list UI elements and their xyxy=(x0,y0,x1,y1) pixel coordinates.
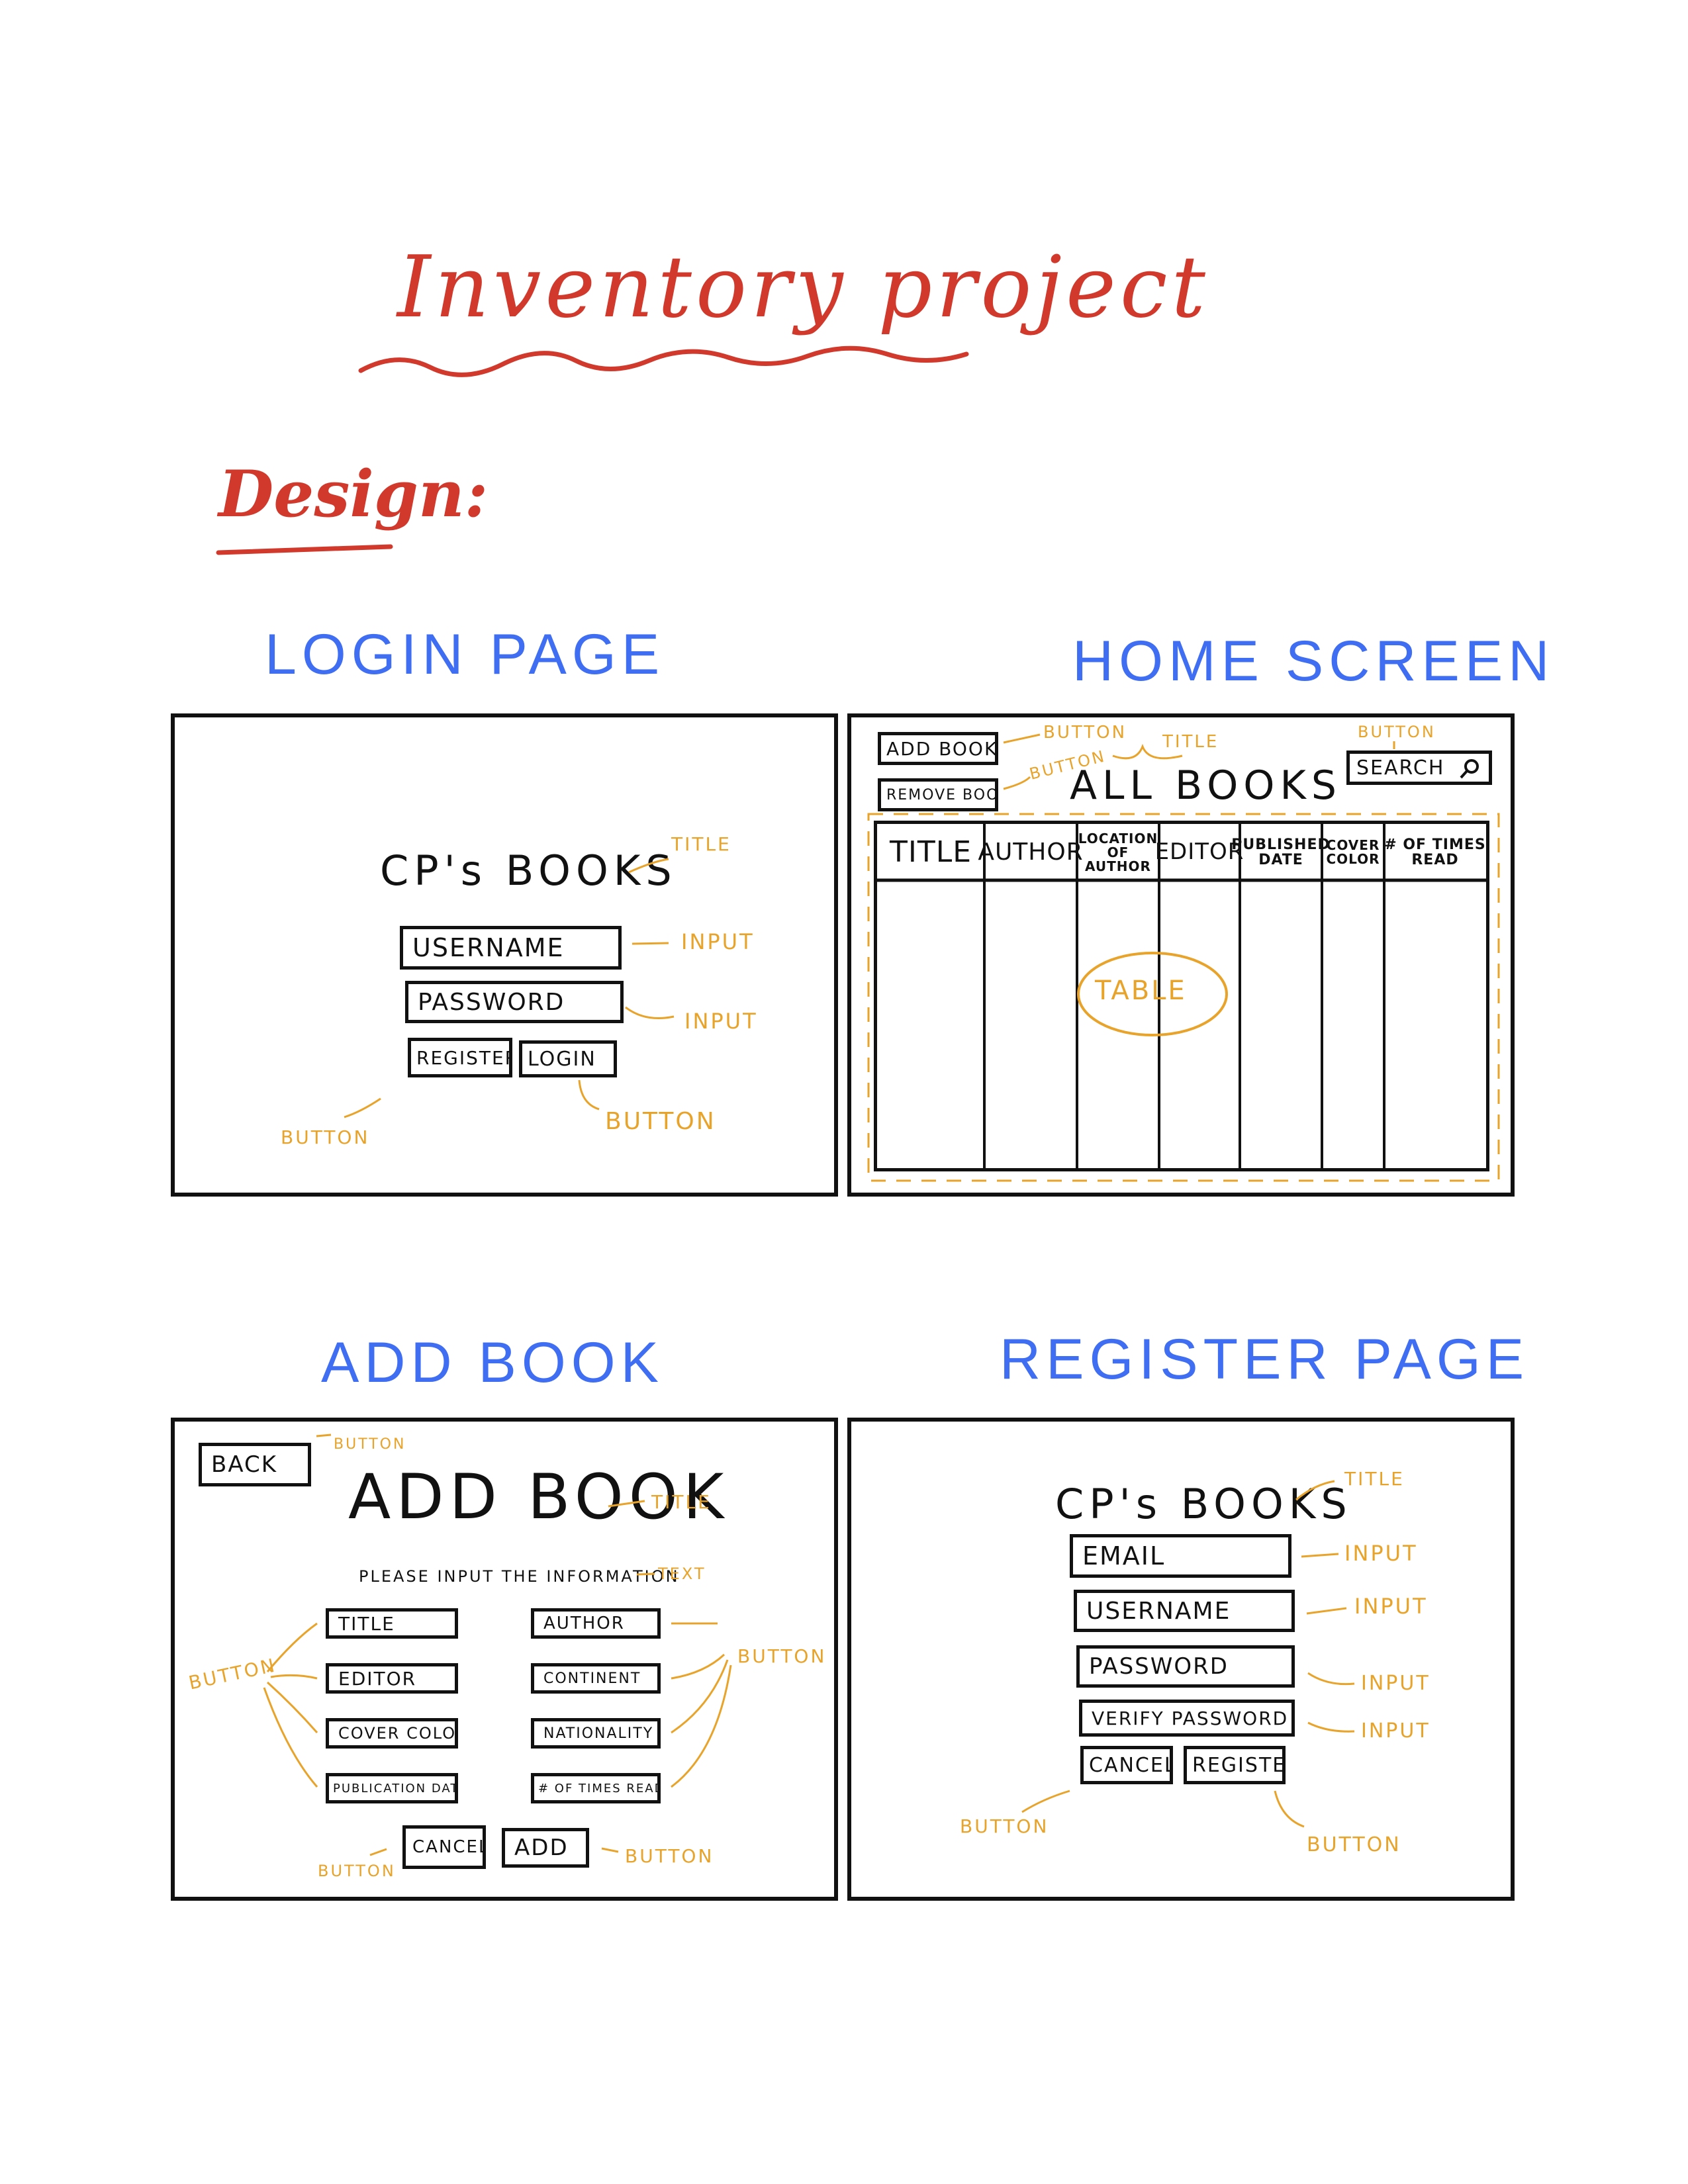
addbook-add-button[interactable]: ADD xyxy=(502,1828,589,1868)
register-annotation-title: TITLE xyxy=(1344,1468,1405,1490)
home-title: ALL BOOKS xyxy=(1070,762,1342,809)
field-continent[interactable]: CONTINENT xyxy=(531,1663,661,1694)
addbook-panel: BACK BUTTON ADD BOOK TITLE PLEASE INPUT … xyxy=(171,1418,838,1901)
field-editor[interactable]: EDITOR xyxy=(326,1663,458,1694)
register-annotation-input-2: INPUT xyxy=(1354,1594,1428,1619)
table-header-times-read: # OF TIMES READ xyxy=(1384,836,1486,868)
design-label: Design: xyxy=(218,457,489,531)
register-annotation-button-1: BUTTON xyxy=(960,1815,1049,1837)
register-username-input[interactable]: USERNAME xyxy=(1074,1590,1295,1632)
login-register-button[interactable]: REGISTER xyxy=(408,1038,512,1077)
email-input[interactable]: EMAIL xyxy=(1070,1534,1291,1578)
login-button[interactable]: LOGIN xyxy=(519,1040,617,1077)
login-annotation-input-2: INPUT xyxy=(684,1009,758,1034)
register-panel: CP's BOOKS TITLE EMAIL INPUT USERNAME IN… xyxy=(847,1418,1515,1901)
login-annotation-input-1: INPUT xyxy=(681,929,755,954)
register-annotation-lines xyxy=(1021,1480,1355,1828)
addbook-annotation-cancel: BUTTON xyxy=(318,1862,396,1880)
register-password-input[interactable]: PASSWORD xyxy=(1076,1645,1295,1688)
back-button[interactable]: BACK xyxy=(199,1443,311,1486)
addbook-annotation-title: TITLE xyxy=(651,1491,712,1513)
verify-password-input[interactable]: VERIFY PASSWORD xyxy=(1079,1700,1295,1737)
field-publication-date[interactable]: PUBLICATION DATE xyxy=(326,1773,458,1803)
login-app-title: CP's BOOKS xyxy=(380,846,677,895)
home-annotation-button-1: BUTTON xyxy=(1043,723,1127,743)
table-header-title: TITLE xyxy=(889,835,972,869)
search-button[interactable]: SEARCH xyxy=(1346,751,1492,785)
search-icon xyxy=(1460,759,1479,779)
field-author[interactable]: AUTHOR xyxy=(531,1608,661,1639)
register-section-label: REGISTER PAGE xyxy=(1000,1328,1530,1391)
table-header-author: AUTHOR xyxy=(978,839,1084,866)
table-header-published-date: PUBLISHED DATE xyxy=(1231,836,1331,868)
register-cancel-button[interactable]: CANCEL xyxy=(1080,1746,1173,1784)
add-book-button[interactable]: ADD BOOK xyxy=(878,732,998,765)
password-input[interactable]: PASSWORD xyxy=(405,981,624,1023)
addbook-annotation-add: BUTTON xyxy=(625,1845,714,1867)
field-cover-color[interactable]: COVER COLOR xyxy=(326,1718,458,1749)
addbook-annotation-back: BUTTON xyxy=(334,1436,406,1453)
login-annotation-title: TITLE xyxy=(671,833,731,855)
register-annotation-input-1: INPUT xyxy=(1344,1541,1418,1566)
register-app-title: CP's BOOKS xyxy=(1055,1480,1352,1528)
field-times-read[interactable]: # OF TIMES READ xyxy=(531,1773,661,1803)
register-annotation-input-3: INPUT xyxy=(1361,1672,1430,1695)
addbook-instructions: PLEASE INPUT THE INFORMATION xyxy=(359,1567,680,1586)
addbook-annotation-lines xyxy=(263,1433,732,1856)
table-header-editor: EDITOR xyxy=(1154,839,1244,866)
register-annotation-button-2: BUTTON xyxy=(1307,1833,1401,1856)
login-section-label: LOGIN PAGE xyxy=(265,623,665,686)
books-table[interactable]: TITLE AUTHOR LOCATION OF AUTHOR EDITOR P… xyxy=(874,821,1489,1171)
home-annotation-button-3: BUTTON xyxy=(1358,723,1436,741)
field-nationality[interactable]: NATIONALITY xyxy=(531,1718,661,1749)
home-panel: ADD BOOK REMOVE BOOK BUTTON BUTTON TITLE… xyxy=(847,713,1515,1197)
page-title: Inventory project xyxy=(397,238,1209,337)
remove-book-button[interactable]: REMOVE BOOK xyxy=(878,778,998,811)
login-annotation-button-2: BUTTON xyxy=(605,1108,716,1135)
field-title[interactable]: TITLE xyxy=(326,1608,458,1639)
register-annotation-input-4: INPUT xyxy=(1361,1719,1430,1743)
register-submit-button[interactable]: REGISTER xyxy=(1184,1746,1286,1784)
search-label: SEARCH xyxy=(1356,756,1445,780)
addbook-cancel-button[interactable]: CANCEL xyxy=(402,1825,486,1869)
addbook-annotation-right-fields: BUTTON xyxy=(737,1645,827,1667)
table-header-cover-color: COVER COLOR xyxy=(1326,837,1380,867)
addbook-title: ADD BOOK xyxy=(348,1461,729,1533)
table-grid xyxy=(874,821,1489,1171)
home-annotation-lines xyxy=(867,733,1500,1182)
username-input[interactable]: USERNAME xyxy=(400,926,622,970)
home-annotation-title: TITLE xyxy=(1162,732,1219,752)
addbook-annotation-text: TEXT xyxy=(658,1565,706,1583)
addbook-section-label: ADD BOOK xyxy=(321,1331,664,1394)
home-annotation-table: TABLE xyxy=(1095,976,1187,1006)
home-section-label: HOME SCREEN xyxy=(1072,629,1555,693)
login-panel: CP's BOOKS TITLE USERNAME INPUT PASSWORD… xyxy=(171,713,838,1197)
table-header-location-of-author: LOCATION OF AUTHOR xyxy=(1078,830,1158,874)
login-annotation-button-1: BUTTON xyxy=(281,1126,370,1148)
